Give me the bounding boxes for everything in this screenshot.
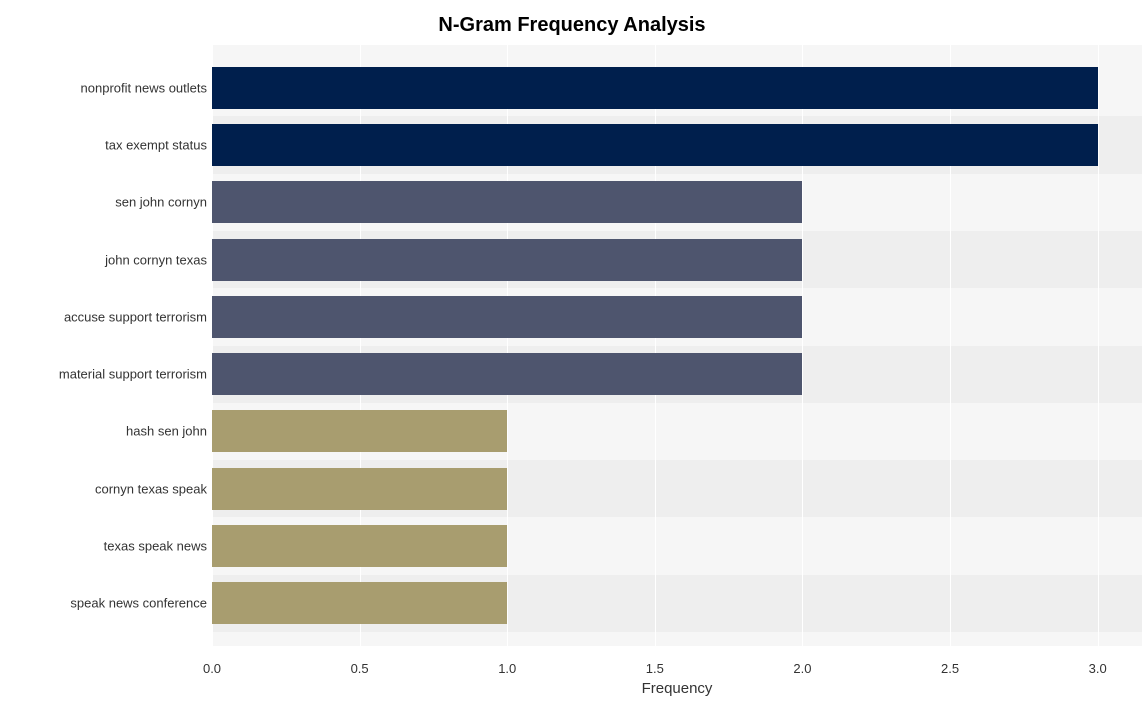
y-tick-label: john cornyn texas	[8, 252, 207, 267]
y-tick-label: cornyn texas speak	[8, 481, 207, 496]
y-tick-label: texas speak news	[8, 539, 207, 554]
bar	[212, 181, 802, 223]
x-axis-label: Frequency	[212, 680, 1142, 697]
x-tick-label: 0.5	[351, 661, 369, 676]
x-tick-label: 2.0	[793, 661, 811, 676]
bar	[212, 239, 802, 281]
plot-area	[212, 45, 1142, 646]
y-tick-label: speak news conference	[8, 596, 207, 611]
bar	[212, 124, 1098, 166]
bar	[212, 296, 802, 338]
y-tick-label: tax exempt status	[8, 137, 207, 152]
bar	[212, 353, 802, 395]
y-tick-label: material support terrorism	[8, 367, 207, 382]
x-tick-label: 1.0	[498, 661, 516, 676]
y-tick-label: accuse support terrorism	[8, 309, 207, 324]
y-tick-label: sen john cornyn	[8, 195, 207, 210]
bar	[212, 468, 507, 510]
y-tick-label: hash sen john	[8, 424, 207, 439]
chart-title: N-Gram Frequency Analysis	[8, 14, 1136, 37]
grid-line	[1098, 45, 1099, 646]
x-tick-label: 1.5	[646, 661, 664, 676]
bar	[212, 582, 507, 624]
x-tick-label: 0.0	[203, 661, 221, 676]
bar	[212, 525, 507, 567]
x-tick-label: 3.0	[1089, 661, 1107, 676]
y-tick-label: nonprofit news outlets	[8, 80, 207, 95]
bar	[212, 67, 1098, 109]
x-tick-label: 2.5	[941, 661, 959, 676]
bar	[212, 410, 507, 452]
chart-container: N-Gram Frequency Analysis Frequency nonp…	[8, 8, 1136, 693]
